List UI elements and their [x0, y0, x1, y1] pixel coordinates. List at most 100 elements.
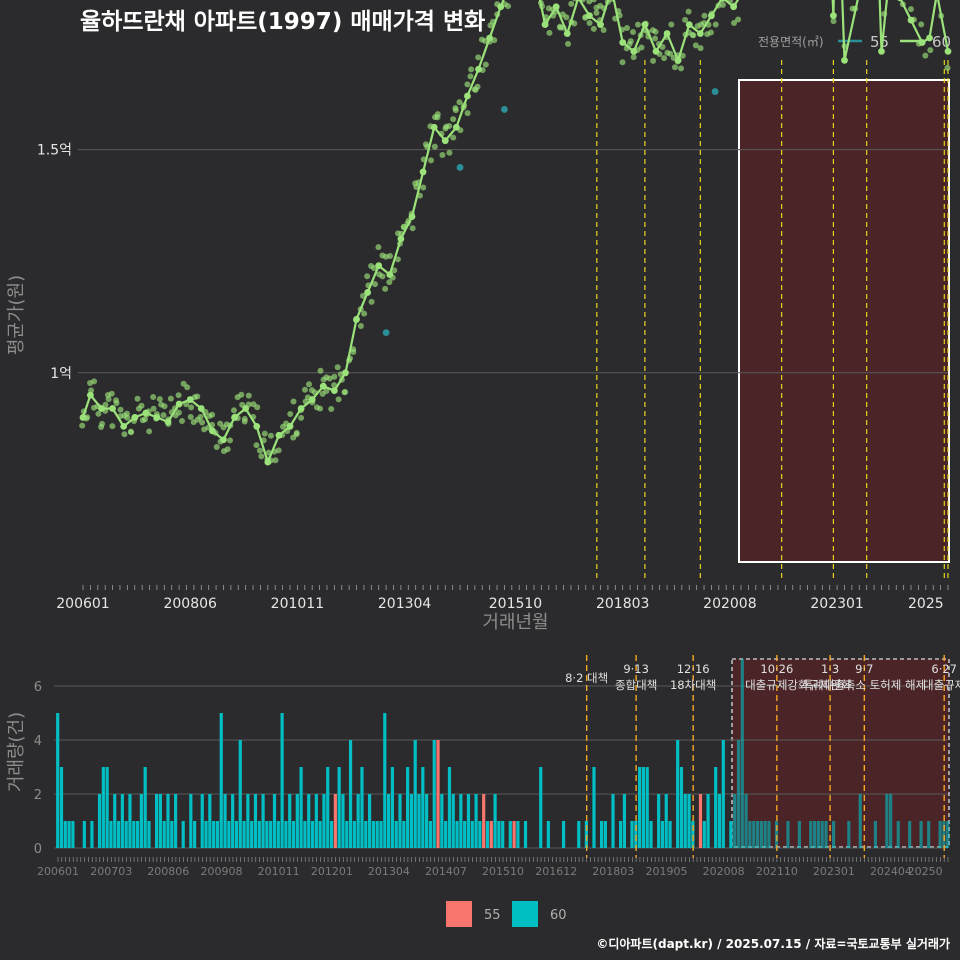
point-60: [386, 279, 393, 286]
volume-bar-55: [482, 794, 486, 848]
point-60: [375, 244, 382, 251]
marker-60: [944, 47, 952, 55]
point-60: [464, 81, 471, 88]
volume-bar-60: [291, 821, 296, 848]
point-60: [254, 404, 261, 411]
volume-bar-60: [109, 821, 113, 848]
point-60: [272, 457, 279, 464]
point-60: [138, 402, 145, 409]
point-60: [428, 157, 435, 164]
point-60: [91, 378, 98, 385]
volume-bar-60: [234, 821, 239, 848]
volume-x-tick-label: 201612: [535, 865, 577, 878]
volume-bar-60: [383, 713, 387, 848]
price-x-tick-label: 2025: [908, 596, 944, 612]
point-60: [918, 21, 925, 28]
volume-bar-60: [409, 794, 414, 848]
point-60: [227, 437, 234, 444]
volume-bar-60: [421, 767, 425, 848]
volume-bar-60: [809, 821, 813, 848]
point-60: [209, 411, 216, 418]
volume-bar-60: [219, 713, 223, 848]
volume-bar-60: [348, 740, 353, 848]
volume-bar-60: [113, 794, 117, 848]
marker-60: [897, 0, 903, 2]
point-60: [689, 31, 696, 38]
point-60: [712, 21, 719, 28]
point-60: [287, 410, 294, 417]
volume-bar-60: [908, 821, 912, 848]
volume-bar-60: [611, 794, 615, 848]
point-60: [102, 401, 109, 408]
volume-bar-60: [246, 794, 250, 848]
volume-y-tick-label: 6: [34, 680, 42, 695]
point-60: [224, 446, 231, 453]
volume-bar-60: [128, 794, 132, 848]
chart-title: 율하뜨란채 아파트(1997) 매매가격 변화: [80, 9, 485, 35]
volume-bar-60: [493, 794, 497, 848]
volume-bar-60: [174, 794, 178, 848]
volume-bar-60: [288, 794, 292, 848]
volume-bar-60: [847, 821, 851, 848]
volume-bar-60: [428, 821, 433, 848]
volume-bar-60: [120, 794, 124, 848]
volume-bar-60: [97, 794, 102, 848]
point-60: [150, 394, 157, 401]
volume-x-tick-label: 201304: [368, 865, 410, 878]
volume-bar-60: [896, 821, 900, 848]
point-60: [446, 122, 453, 129]
volume-bar-60: [691, 821, 695, 848]
volume-bar-60: [946, 821, 950, 848]
legend-label-55: 55: [870, 33, 889, 51]
point-60: [213, 443, 220, 450]
point-60: [387, 253, 394, 260]
policy-label: 8·2 대책: [565, 671, 608, 685]
volume-bar-60: [660, 821, 665, 848]
volume-bar-60: [497, 821, 501, 848]
policy-label: 규제완화: [809, 678, 852, 692]
point-60: [452, 107, 459, 114]
volume-bar-60: [714, 767, 718, 848]
marker-60: [708, 12, 715, 20]
volume-bar-60: [733, 794, 737, 848]
point-60: [652, 35, 659, 42]
point-60: [668, 21, 675, 28]
volume-x-tick-label: 20250: [908, 865, 943, 878]
point-60: [368, 298, 375, 305]
point-60: [630, 54, 637, 61]
marker-60: [452, 123, 460, 131]
point-60: [293, 429, 300, 436]
point-60: [391, 267, 398, 274]
marker-60: [685, 21, 693, 29]
marker-60: [674, 56, 682, 64]
volume-bar-60: [474, 794, 478, 848]
point-60: [413, 184, 420, 191]
point-60: [679, 52, 686, 59]
volume-bar-60: [204, 821, 208, 848]
volume-bar-60: [269, 821, 273, 848]
volume-bar-60: [885, 794, 889, 848]
policy-label: 9·7: [855, 662, 873, 676]
legend-swatch-60: [512, 901, 538, 927]
policy-label: 6·27: [931, 662, 957, 676]
point-60: [434, 111, 441, 118]
volume-bar-60: [345, 821, 349, 848]
volume-bar-60: [797, 821, 801, 848]
volume-bar-60: [170, 821, 174, 848]
point-60: [692, 42, 699, 49]
volume-bar-60: [124, 821, 128, 848]
volume-x-tick-label: 202404: [870, 865, 912, 878]
marker-60: [386, 271, 394, 278]
volume-bar-60: [455, 821, 459, 848]
volume-x-tick-label: 201011: [258, 865, 300, 878]
marker-60: [242, 405, 250, 412]
point-60: [121, 431, 128, 438]
marker-60: [926, 34, 933, 42]
volume-bar-60: [63, 821, 67, 848]
volume-x-tick-label: 202008: [703, 865, 745, 878]
point-60: [123, 410, 130, 417]
point-60: [907, 6, 914, 13]
marker-60: [364, 289, 372, 296]
point-60: [317, 367, 324, 374]
